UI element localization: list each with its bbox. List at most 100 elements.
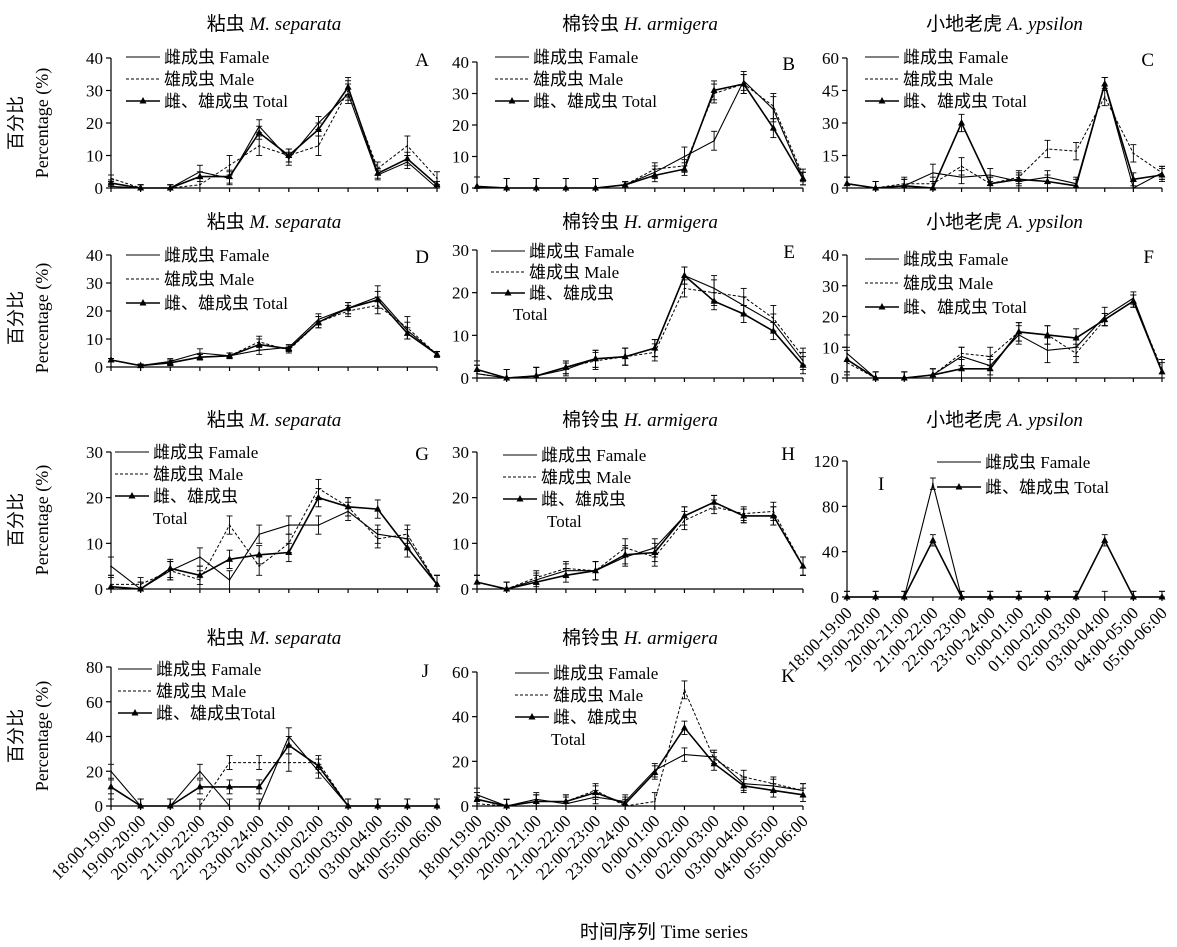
series-line xyxy=(110,744,437,807)
data-point xyxy=(772,317,775,320)
y-tick-label: 30 xyxy=(452,443,469,462)
panel-title: 棉铃虫 H. armigera xyxy=(562,627,718,649)
data-point xyxy=(843,593,851,600)
data-point xyxy=(1132,187,1135,189)
panel-title-cn: 棉铃虫 xyxy=(562,13,624,35)
data-point xyxy=(592,354,600,362)
data-point xyxy=(403,802,411,809)
legend: 雌成虫 Famale 雄成虫 Male 雌、雄成虫 Total xyxy=(126,246,288,313)
panel-title-cn: 粘虫 xyxy=(207,211,250,233)
legend-marker xyxy=(516,495,524,502)
data-point xyxy=(344,502,352,510)
data-point xyxy=(651,768,659,775)
legend-marker xyxy=(128,492,136,499)
legend-label: 雌成虫 Famale xyxy=(541,446,646,465)
y-tick-label: 0 xyxy=(831,369,840,388)
y-tick-label: 60 xyxy=(822,49,839,68)
y-tick-label: 20 xyxy=(86,489,103,508)
y-axis-label-en: Percentage (%) xyxy=(32,263,53,373)
legend-label-line: 雌、雄成虫 xyxy=(529,284,614,303)
data-point xyxy=(1043,330,1051,338)
panel-G: 粘虫 M. separata G 0 10 20 30 雌成虫 Famale 雄成虫 Male… xyxy=(86,409,441,599)
data-point xyxy=(403,543,411,551)
data-point xyxy=(740,80,748,87)
y-axis-label-cn: 百分比 xyxy=(6,709,26,763)
panel-F: 小地老虎 A. ypsilon F 0 10 20 30 40 雌成虫 Famale 雄成虫 M… xyxy=(822,211,1166,388)
legend-marker xyxy=(139,299,147,306)
data-point xyxy=(137,585,145,592)
data-point xyxy=(344,304,352,311)
data-point xyxy=(932,482,934,485)
y-tick-label: 20 xyxy=(452,489,469,508)
series-line xyxy=(846,81,1163,189)
data-point xyxy=(769,511,777,519)
panel-title: 棉铃虫 H. armigera xyxy=(562,211,718,233)
series-line xyxy=(110,304,438,367)
series-line xyxy=(476,726,804,807)
panel-title-cn: 粘虫 xyxy=(207,627,250,649)
data-point xyxy=(532,797,540,805)
data-point xyxy=(654,800,656,803)
panel-title-cn: 小地老虎 xyxy=(926,211,1007,233)
legend: 雌成虫 Famale 雄成虫 Male 雌、雄成虫 Total xyxy=(126,48,288,111)
data-point xyxy=(258,144,260,147)
data-point xyxy=(1015,327,1023,335)
data-point xyxy=(872,593,880,600)
data-point xyxy=(843,179,851,187)
data-point xyxy=(1075,352,1077,355)
data-point xyxy=(166,564,174,571)
y-tick-label: 20 xyxy=(452,116,469,135)
data-point xyxy=(285,344,293,352)
data-point xyxy=(1158,367,1166,375)
panel-title-cn: 棉铃虫 xyxy=(562,409,624,431)
y-axis-label-cn: 百分比 xyxy=(6,291,26,345)
series-line xyxy=(476,501,804,590)
y-tick-label: 10 xyxy=(86,534,103,553)
data-point xyxy=(226,555,234,562)
panel-K: 棉铃虫 H. armigera K 0 20 40 60 雌成虫 Famale 雄成虫 Mal… xyxy=(452,627,807,816)
y-tick-label: 30 xyxy=(822,114,839,133)
data-point xyxy=(433,180,441,188)
data-point xyxy=(1015,175,1023,182)
data-point xyxy=(562,363,570,370)
data-point xyxy=(592,788,600,796)
series-line xyxy=(476,754,804,807)
legend-marker xyxy=(528,713,536,720)
data-point xyxy=(110,770,112,773)
legend-marker xyxy=(504,289,512,296)
data-point xyxy=(772,105,775,107)
data-point xyxy=(872,184,880,191)
legend-label-line: 雌、雄成虫 xyxy=(153,487,238,506)
legend-label: 雌、雄成虫 Total xyxy=(164,294,288,313)
panel-title: 粘虫 M. separata xyxy=(207,211,342,233)
panel-letter: D xyxy=(415,247,429,268)
legend: 雌成虫 Famale 雄成虫 Male 雌、雄成虫 Total xyxy=(503,446,646,531)
data-point xyxy=(196,782,204,790)
data-point xyxy=(473,182,481,189)
data-point xyxy=(503,585,511,592)
legend: 雌成虫 Famale 雄成虫 Male 雌、雄成虫 Total xyxy=(491,242,634,324)
data-point xyxy=(166,184,174,191)
panel-E: 棉铃虫 H. armigera E 0 10 20 30 雌成虫 Famale 雄成虫 Mal… xyxy=(452,211,807,388)
y-tick-label: 30 xyxy=(86,274,103,293)
legend-label: 雄成虫 Male xyxy=(164,70,254,89)
data-point xyxy=(228,805,231,807)
data-point xyxy=(314,493,322,501)
data-point xyxy=(1072,334,1080,341)
data-point xyxy=(683,287,686,290)
y-tick-label: 40 xyxy=(86,246,103,265)
data-point xyxy=(199,805,201,807)
data-point xyxy=(255,128,263,136)
data-point xyxy=(199,183,201,186)
data-point xyxy=(110,177,112,180)
data-point xyxy=(226,172,234,180)
data-point xyxy=(621,352,629,360)
series-line xyxy=(111,762,437,807)
legend: 雌成虫 Famale 雄成虫 Male 雌、雄成虫 Total xyxy=(115,443,258,528)
legend-label-line: 雌、雄成虫 xyxy=(553,708,638,727)
data-point xyxy=(258,805,260,807)
panel-title-species: H. armigera xyxy=(623,14,718,35)
data-point xyxy=(1046,148,1049,150)
data-point xyxy=(929,536,937,543)
panel-title: 粘虫 M. separata xyxy=(207,627,342,649)
